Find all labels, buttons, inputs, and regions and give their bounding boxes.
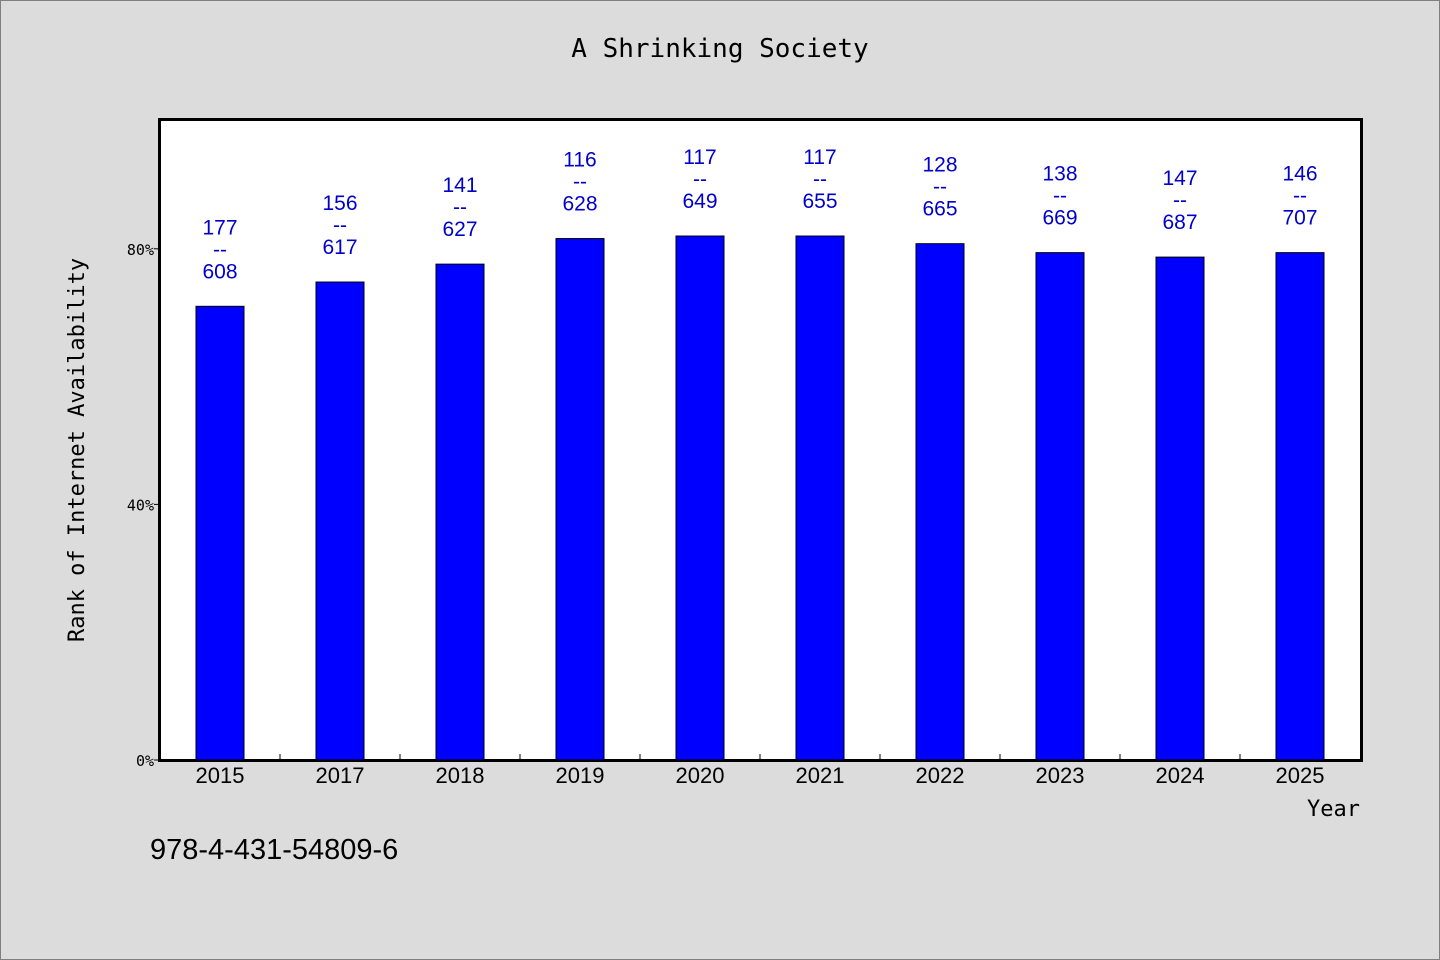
data-label-2019-bottom: 628 [562,193,597,216]
data-label-2017-top: 156 [322,192,357,215]
footer-code: 978-4-431-54809-6 [150,834,399,866]
bar-2022 [915,243,965,761]
bars-layer [195,235,1325,761]
data-label-2015-bottom: 608 [202,260,237,283]
bar-2017 [315,281,365,761]
bar-2018 [435,263,485,761]
data-label-2022-sep: -- [933,176,947,199]
bar-2021 [795,235,845,761]
bar-2020 [675,235,725,761]
bar-2025 [1275,252,1325,761]
x-tick-label-2019: 2019 [556,763,605,788]
bar-2023 [1035,252,1085,761]
x-tick-label-2022: 2022 [916,763,965,788]
x-tick-label-2015: 2015 [196,763,245,788]
data-label-2018-sep: -- [453,196,467,219]
x-tick-label-2025: 2025 [1276,763,1325,788]
data-label-2022-bottom: 665 [922,198,957,221]
x-tick-label-2024: 2024 [1156,763,1205,788]
data-label-2023-sep: -- [1053,185,1067,208]
y-tick-label: 0% [136,752,154,770]
data-label-2022-top: 128 [922,154,957,177]
chart-title: A Shrinking Society [571,34,869,64]
x-tick-label-2018: 2018 [436,763,485,788]
data-label-2020-top: 117 [683,146,716,169]
x-tick-label-2023: 2023 [1036,763,1085,788]
labels-layer: 177--608156--617141--627116--628117--649… [202,146,1317,283]
axes-layer: 2015 2017 2018 2019 2020 2021 2022 2023 2024 2025… [127,241,1325,788]
data-label-2021-bottom: 655 [802,190,837,213]
data-label-2023-top: 138 [1042,163,1077,186]
data-label-2025-sep: -- [1293,185,1307,208]
data-label-2018-top: 141 [442,174,477,197]
data-label-2024-sep: -- [1173,189,1187,212]
data-label-2023-bottom: 669 [1042,207,1077,230]
data-label-2015-sep: -- [213,238,227,261]
x-tick-label-2017: 2017 [316,763,365,788]
data-label-2015-top: 177 [202,216,237,239]
data-label-2020-sep: -- [693,168,707,191]
data-label-2024-top: 147 [1162,167,1197,190]
x-tick-label-2020: 2020 [676,763,725,788]
data-label-2025-top: 146 [1282,163,1317,186]
data-label-2021-top: 117 [803,146,836,169]
bar-2015 [195,305,245,761]
x-tick-label-2021: 2021 [796,763,845,788]
bar-2019 [555,238,605,761]
bar-2024 [1155,256,1205,761]
data-label-2020-bottom: 649 [682,190,717,213]
data-label-2017-bottom: 617 [322,236,357,259]
data-label-2017-sep: -- [333,214,347,237]
data-label-2021-sep: -- [813,168,827,191]
y-tick-label: 40% [127,496,154,514]
data-label-2024-bottom: 687 [1162,211,1197,234]
y-axis-label: Rank of Internet Availability [65,258,90,642]
y-tick-label: 80% [127,241,154,259]
data-label-2019-top: 116 [563,149,596,172]
data-label-2019-sep: -- [573,171,587,194]
x-axis-label: Year [1307,797,1360,822]
data-label-2025-bottom: 707 [1282,207,1317,230]
data-label-2018-bottom: 627 [442,218,477,241]
